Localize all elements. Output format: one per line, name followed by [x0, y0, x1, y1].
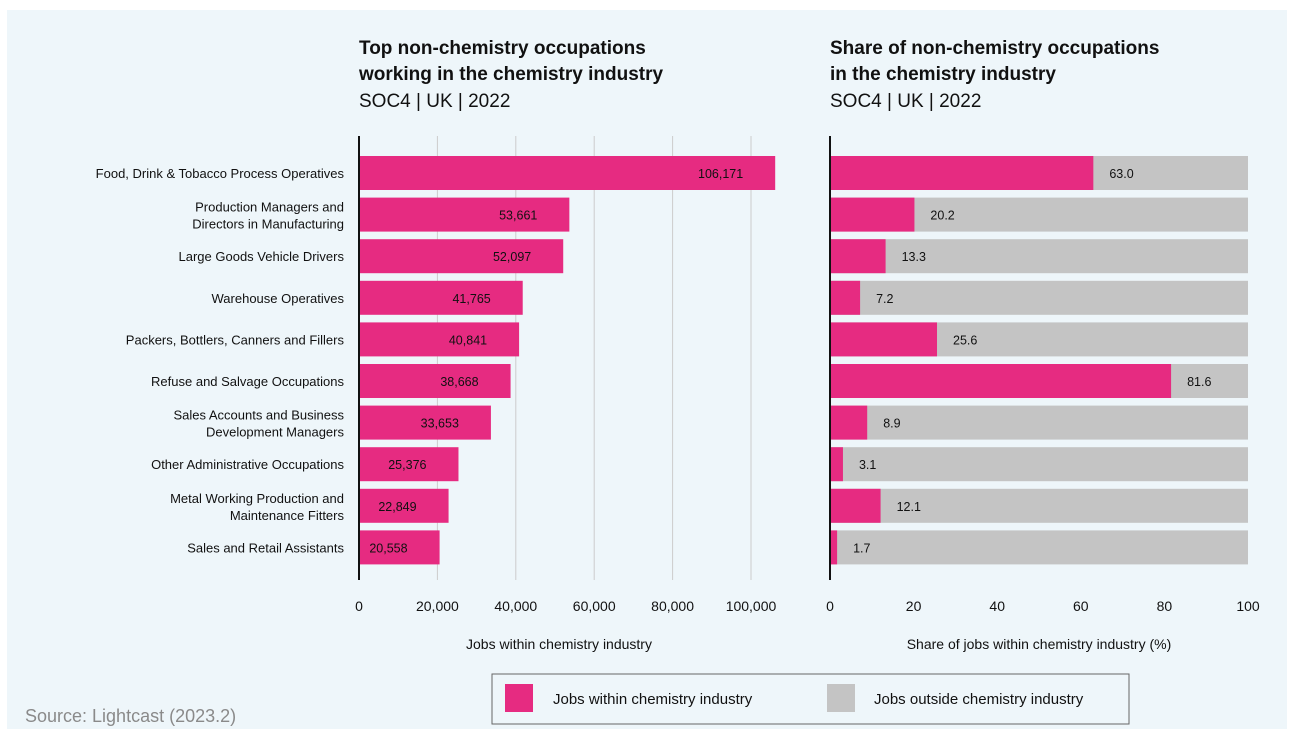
right-bar-value-label: 7.2	[876, 292, 893, 306]
right-bar-outside	[830, 280, 1248, 315]
left-bar-value-label: 33,653	[421, 417, 459, 431]
category-label: Metal Working Production and	[170, 491, 344, 506]
category-label: Refuse and Salvage Occupations	[151, 374, 344, 389]
left-bar	[359, 322, 520, 357]
left-bar-value-label: 41,765	[452, 292, 490, 306]
right-bar-inside	[830, 197, 915, 232]
category-label: Other Administrative Occupations	[151, 457, 344, 472]
category-label: Sales and Retail Assistants	[187, 540, 344, 555]
category-label: Warehouse Operatives	[212, 291, 345, 306]
left-bar	[359, 239, 564, 274]
right-bar-value-label: 63.0	[1109, 167, 1133, 181]
left-bar	[359, 364, 511, 398]
right-bar-inside	[830, 447, 843, 482]
left-x-axis-label: Jobs within chemistry industry	[466, 636, 652, 652]
right-bar-outside	[830, 488, 1248, 523]
left-bar-value-label: 20,558	[369, 541, 407, 555]
category-label-line2: Development Managers	[206, 425, 345, 440]
right-x-tick-label: 60	[1073, 598, 1089, 614]
right-bar-inside	[830, 280, 861, 315]
right-bar-value-label: 13.3	[902, 250, 926, 264]
right-x-tick-label: 0	[826, 598, 834, 614]
chart-svg: Top non-chemistry occupations working in …	[25, 38, 1260, 726]
left-bar	[359, 197, 570, 232]
chart-panel: Top non-chemistry occupations working in …	[7, 10, 1287, 729]
right-bar-inside	[830, 156, 1094, 190]
left-bar	[359, 488, 449, 523]
legend: Jobs within chemistry industry Jobs outsi…	[491, 673, 1130, 725]
right-x-tick-label: 80	[1157, 598, 1173, 614]
right-bar-outside	[830, 405, 1248, 440]
right-bar-value-label: 12.1	[897, 500, 921, 514]
left-bar-value-label: 52,097	[493, 250, 531, 264]
left-x-tick-label: 60,000	[573, 598, 616, 614]
right-bar-value-label: 20.2	[930, 209, 954, 223]
legend-box	[491, 673, 1130, 725]
legend-label-inside: Jobs within chemistry industry	[553, 691, 753, 708]
legend-swatch-inside	[505, 684, 533, 712]
category-label-line2: Maintenance Fitters	[230, 508, 345, 523]
right-bar-value-label: 81.6	[1187, 375, 1211, 389]
right-bar-outside	[830, 530, 1248, 565]
category-label: Production Managers and	[195, 200, 344, 215]
left-bar-value-label: 106,171	[698, 167, 743, 181]
right-x-tick-label: 100	[1236, 598, 1260, 614]
right-bar-value-label: 25.6	[953, 333, 977, 347]
right-x-tick-label: 20	[906, 598, 922, 614]
right-chart-title-line2: in the chemistry industry	[830, 64, 1056, 85]
right-bar-inside	[830, 488, 881, 523]
category-label: Large Goods Vehicle Drivers	[179, 249, 345, 264]
category-label: Sales Accounts and Business	[173, 408, 344, 423]
right-bar-inside	[830, 239, 886, 274]
left-bar	[359, 447, 459, 482]
right-x-axis-label: Share of jobs within chemistry industry …	[907, 636, 1172, 652]
left-bar	[359, 156, 776, 190]
right-chart-title: Share of non-chemistry occupations	[830, 38, 1159, 59]
right-bar-inside	[830, 364, 1172, 398]
left-bar	[359, 405, 491, 440]
left-x-tick-label: 40,000	[494, 598, 537, 614]
category-label: Food, Drink & Tobacco Process Operatives	[96, 166, 345, 181]
source-note: Source: Lightcast (2023.2)	[25, 706, 236, 726]
left-x-tick-label: 100,000	[726, 598, 777, 614]
right-bar-value-label: 1.7	[853, 541, 870, 555]
left-bar-value-label: 40,841	[449, 333, 487, 347]
left-bar-value-label: 22,849	[378, 500, 416, 514]
left-x-tick-label: 0	[355, 598, 363, 614]
left-bar	[359, 280, 523, 315]
right-bar-inside	[830, 530, 838, 565]
right-bar-outside	[830, 239, 1248, 274]
left-bar-value-label: 38,668	[440, 375, 478, 389]
left-bar	[359, 530, 440, 565]
left-bar-value-label: 25,376	[388, 458, 426, 472]
right-bar-value-label: 8.9	[883, 417, 900, 431]
legend-label-outside: Jobs outside chemistry industry	[874, 691, 1084, 708]
right-bar-outside	[830, 447, 1248, 482]
right-bar-value-label: 3.1	[859, 458, 876, 472]
left-x-tick-label: 20,000	[416, 598, 459, 614]
right-x-tick-label: 40	[989, 598, 1005, 614]
category-label-line2: Directors in Manufacturing	[192, 217, 344, 232]
right-chart-subtitle: SOC4 | UK | 2022	[830, 91, 981, 112]
category-label: Packers, Bottlers, Canners and Fillers	[126, 332, 345, 347]
right-bar-inside	[830, 405, 868, 440]
legend-swatch-outside	[827, 684, 855, 712]
right-bar-inside	[830, 322, 938, 357]
left-chart-subtitle: SOC4 | UK | 2022	[359, 91, 510, 112]
left-bar-value-label: 53,661	[499, 209, 537, 223]
left-chart-title-line2: working in the chemistry industry	[358, 64, 663, 85]
left-x-tick-label: 80,000	[651, 598, 694, 614]
left-chart-title: Top non-chemistry occupations	[359, 38, 646, 59]
